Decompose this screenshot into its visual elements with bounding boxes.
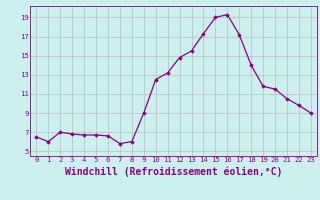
X-axis label: Windchill (Refroidissement éolien,°C): Windchill (Refroidissement éolien,°C)	[65, 166, 282, 177]
